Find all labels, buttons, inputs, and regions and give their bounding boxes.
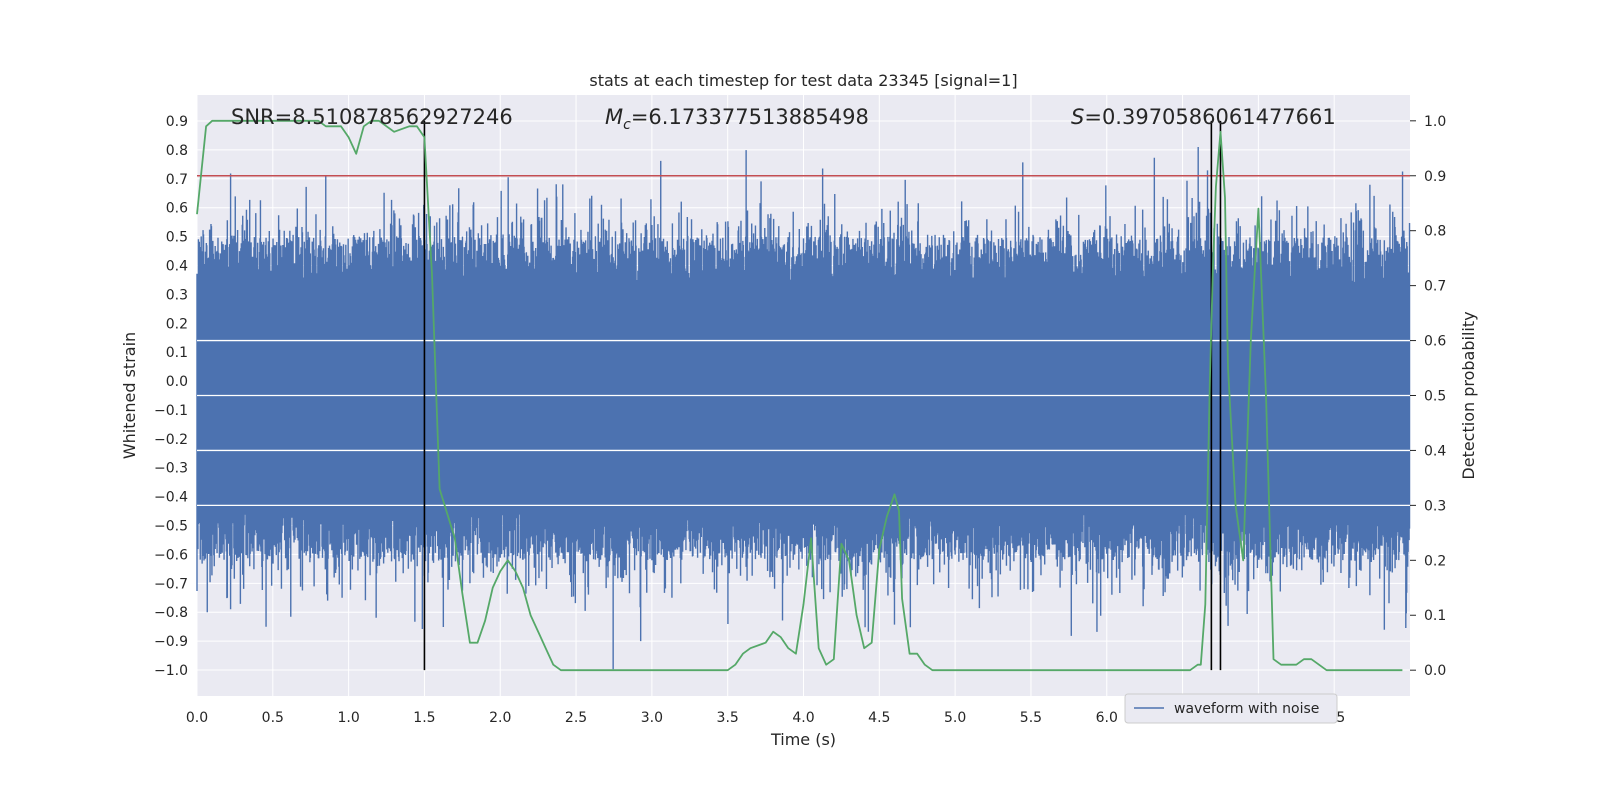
y2-tick-label: 1.0 [1424,114,1446,130]
y-tick-label: −0.1 [154,403,188,419]
x-tick-label: 0.5 [262,710,284,726]
probability-line [196,119,1403,672]
s-annotation: S=0.3970586061477661 [1071,105,1336,129]
y-tick-label: −0.2 [154,432,188,448]
y-tick-label: −0.4 [154,490,188,506]
x-tick-label: 3.5 [717,710,739,726]
y2-tick-label: 0.6 [1424,334,1446,350]
chart-title: stats at each timestep for test data 233… [589,71,1017,90]
y2-tick-label: 0.7 [1424,279,1446,295]
y2-tick-label: 0.8 [1424,224,1446,240]
y-tick-label: −0.9 [154,634,188,650]
y-tick-label: 0.8 [166,143,188,159]
x-tick-label: 3.0 [641,710,663,726]
y2-tick-label: 0.0 [1424,663,1446,679]
y-tick-label: −0.7 [154,576,188,592]
x-tick-label: 5.5 [1020,710,1042,726]
y2-tick-label: 0.4 [1424,443,1446,459]
y-tick-label: 0.1 [166,345,188,361]
x-tick-label: 5.0 [944,710,966,726]
y-axis-label: Whitened strain [120,332,139,459]
y2-axis-ticks: 1.0 0.9 0.8 0.7 0.6 0.5 0.4 0.3 0.2 0.1 0.0 [1410,114,1446,679]
s-symbol: S [1071,105,1084,129]
y-tick-label: 0.7 [166,172,188,188]
s-value: =0.3970586061477661 [1084,105,1335,129]
y-tick-label: −0.3 [154,461,188,477]
detection-markers [423,120,1222,671]
x-tick-label: 1.5 [413,710,435,726]
x-tick-label: 4.0 [792,710,814,726]
mc-symbol: M [605,105,623,129]
chirp-mass-annotation: Mc=6.173377513885498 [605,105,869,133]
x-axis-label: Time (s) [770,730,836,749]
y2-tick-label: 0.2 [1424,553,1446,569]
y-tick-label: 0.4 [166,258,188,274]
y-tick-label: 0.0 [166,374,188,390]
y2-tick-label: 0.5 [1424,389,1446,405]
y-tick-label: −0.5 [154,519,188,535]
y2-tick-label: 0.3 [1424,498,1446,514]
y-tick-label: 0.6 [166,201,188,217]
waveform-trace [196,147,1411,670]
y-tick-label: 0.9 [166,114,188,130]
legend-box [1124,693,1338,724]
y-tick-label: −0.6 [154,547,188,563]
x-tick-label: 4.5 [868,710,890,726]
snr-annotation: SNR=8.510878562927246 [231,105,513,129]
x-tick-label: 1.0 [337,710,359,726]
mc-value: =6.173377513885498 [631,105,869,129]
y2-tick-label: 0.9 [1424,169,1446,185]
legend: waveform with noise [1124,693,1338,724]
y-tick-label: 0.5 [166,230,188,246]
x-tick-label: 2.0 [489,710,511,726]
y-tick-label: −1.0 [154,663,188,679]
y2-tick-label: 0.1 [1424,608,1446,624]
x-tick-label: 6.0 [1096,710,1118,726]
y-tick-label: 0.2 [166,316,188,332]
y2-axis-label: Detection probability [1459,311,1478,479]
legend-entry: waveform with noise [1174,701,1319,717]
probability-series [196,119,1403,672]
x-tick-label: 2.5 [565,710,587,726]
y-tick-label: −0.8 [154,605,188,621]
mc-subscript: c [623,117,631,133]
y-tick-label: 0.3 [166,287,188,303]
y-axis-ticks: 0.9 0.8 0.7 0.6 0.5 0.4 0.3 0.2 0.1 0.0 −0.1 −0.2 −0… [154,114,188,679]
x-tick-label: 0.0 [186,710,208,726]
